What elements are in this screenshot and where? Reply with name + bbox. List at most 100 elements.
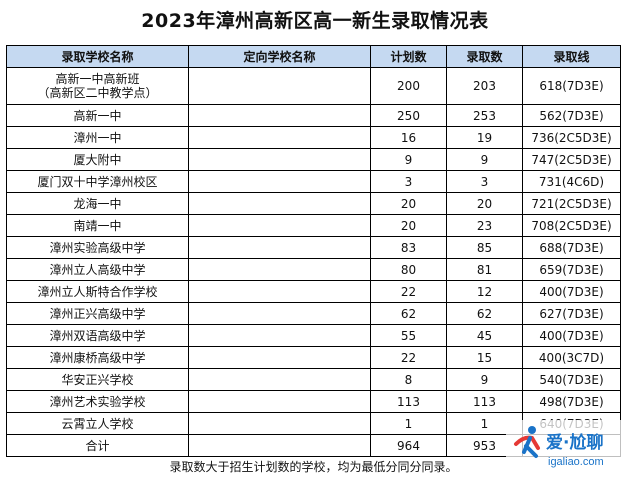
cell-school: 漳州实验高级中学 [6,236,189,259]
runner-logo-icon [514,426,540,458]
cell-cutoff: 562(7D3E) [522,104,621,127]
cell-directed-school [188,126,371,149]
header-plan: 计划数 [370,45,447,68]
cell-cutoff: 688(7D3E) [522,236,621,259]
cell-plan: 200 [370,67,447,105]
table-row: 漳州实验高级中学 83 85 688(7D3E) [6,236,621,259]
cell-plan: 964 [370,434,447,457]
table-row: 高新一中高新班 （高新区二中教学点） 200 203 618(7D3E) [6,67,621,105]
watermark-url: igaliao.com [548,456,604,468]
cell-plan: 83 [370,236,447,259]
cell-cutoff: 627(7D3E) [522,302,621,325]
cell-plan: 22 [370,346,447,369]
table-row: 漳州一中 16 19 736(2C5D3E) [6,126,621,149]
note-row: 录取数大于招生计划数的学校，均为最低分同分同录。 [7,457,621,477]
cell-cutoff: 659(7D3E) [522,258,621,281]
cell-school-name: 高新一中高新班 [55,72,140,86]
cell-school: 漳州双语高级中学 [6,324,189,347]
cell-plan: 16 [370,126,447,149]
cell-cutoff: 731(4C6D) [522,170,621,193]
cell-admitted: 9 [446,368,523,391]
table-row: 厦大附中 9 9 747(2C5D3E) [6,148,621,171]
admission-table: 录取学校名称 定向学校名称 计划数 录取数 录取线 高新一中高新班 （高新区二中教… [6,45,621,476]
table-row: 南靖一中 20 23 708(2C5D3E) [6,214,621,237]
cell-plan: 80 [370,258,447,281]
watermark-name: 爱·尬聊 [546,433,604,453]
cell-school: 云霄立人学校 [6,412,189,435]
cell-directed-school [188,214,371,237]
site-watermark: 爱·尬聊 igaliao.com [506,420,624,478]
cell-admitted: 203 [446,67,523,105]
cell-cutoff: 540(7D3E) [522,368,621,391]
cell-school: 漳州立人高级中学 [6,258,189,281]
cell-directed-school [188,258,371,281]
table-row: 漳州双语高级中学 55 45 400(7D3E) [6,324,621,347]
header-admitted: 录取数 [446,45,523,68]
cell-plan: 9 [370,148,447,171]
cell-school: 漳州一中 [6,126,189,149]
cell-school: 华安正兴学校 [6,368,189,391]
table-row: 漳州正兴高级中学 62 62 627(7D3E) [6,302,621,325]
cell-cutoff: 708(2C5D3E) [522,214,621,237]
cell-plan: 20 [370,214,447,237]
table-row: 漳州立人高级中学 80 81 659(7D3E) [6,258,621,281]
cell-directed-school [188,67,371,105]
cell-directed-school [188,390,371,413]
table-row: 龙海一中 20 20 721(2C5D3E) [6,192,621,215]
header-cutoff: 录取线 [522,45,621,68]
cell-admitted: 253 [446,104,523,127]
cell-cutoff: 721(2C5D3E) [522,192,621,215]
cell-plan: 22 [370,280,447,303]
cell-school: 漳州康桥高级中学 [6,346,189,369]
cell-school: 漳州正兴高级中学 [6,302,189,325]
cell-school: 漳州立人斯特合作学校 [6,280,189,303]
cell-school: 厦门双十中学漳州校区 [6,170,189,193]
cell-admitted: 45 [446,324,523,347]
cell-school: 漳州艺术实验学校 [6,390,189,413]
table-header-row: 录取学校名称 定向学校名称 计划数 录取数 录取线 [6,45,621,68]
cell-plan: 113 [370,390,447,413]
cell-admitted: 15 [446,346,523,369]
cell-cutoff: 747(2C5D3E) [522,148,621,171]
cell-directed-school [188,324,371,347]
footnote: 录取数大于招生计划数的学校，均为最低分同分同录。 [169,459,458,474]
table-row: 漳州康桥高级中学 22 15 400(3C7D) [6,346,621,369]
table-row: 高新一中 250 253 562(7D3E) [6,104,621,127]
cell-cutoff: 618(7D3E) [522,67,621,105]
cell-directed-school [188,236,371,259]
cell-directed-school [188,170,371,193]
cell-plan: 8 [370,368,447,391]
cell-plan: 62 [370,302,447,325]
cell-cutoff: 400(7D3E) [522,280,621,303]
cell-school: 高新一中高新班 （高新区二中教学点） [6,67,189,105]
cell-directed-school [188,368,371,391]
cell-admitted: 12 [446,280,523,303]
cell-school: 南靖一中 [6,214,189,237]
cell-school: 厦大附中 [6,148,189,171]
cell-cutoff: 498(7D3E) [522,390,621,413]
cell-cutoff: 400(7D3E) [522,324,621,347]
header-directed-school: 定向学校名称 [188,45,371,68]
cell-plan: 250 [370,104,447,127]
cell-admitted: 953 [446,434,523,457]
cell-cutoff: 400(3C7D) [522,346,621,369]
cell-plan: 55 [370,324,447,347]
table-row: 华安正兴学校 8 9 540(7D3E) [6,368,621,391]
cell-cutoff: 736(2C5D3E) [522,126,621,149]
cell-plan: 20 [370,192,447,215]
cell-school-subtitle: （高新区二中教学点） [37,86,158,100]
cell-directed-school [188,280,371,303]
cell-admitted: 62 [446,302,523,325]
table-row: 漳州立人斯特合作学校 22 12 400(7D3E) [6,280,621,303]
cell-directed-school [188,104,371,127]
cell-admitted: 81 [446,258,523,281]
header-school: 录取学校名称 [6,45,189,68]
cell-admitted: 23 [446,214,523,237]
cell-directed-school [188,412,371,435]
cell-directed-school [188,148,371,171]
cell-directed-school [188,302,371,325]
cell-admitted: 113 [446,390,523,413]
cell-plan: 1 [370,412,447,435]
cell-directed-school [188,346,371,369]
page-title: 2023年漳州高新区高一新生录取情况表 [141,10,489,32]
